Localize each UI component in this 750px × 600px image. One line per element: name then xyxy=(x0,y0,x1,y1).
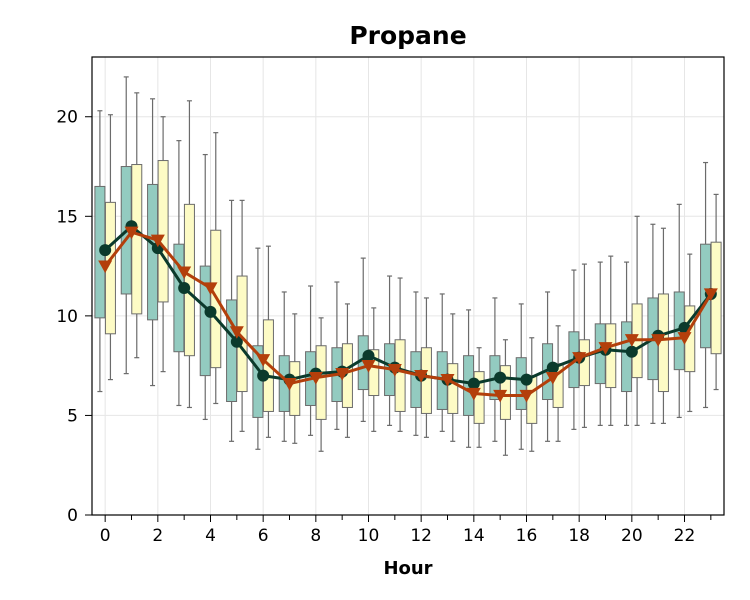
data-point-a xyxy=(494,371,507,384)
box-a xyxy=(173,243,185,353)
box-b xyxy=(552,363,564,408)
data-point-a xyxy=(362,349,375,362)
data-point-b xyxy=(493,389,508,403)
box-b xyxy=(289,361,301,416)
box-b xyxy=(157,160,169,303)
box-b xyxy=(368,349,380,397)
box-b xyxy=(131,164,143,315)
x-tick-label: 20 xyxy=(621,526,643,546)
x-tick-label: 4 xyxy=(205,526,216,546)
box-b xyxy=(394,339,406,412)
data-point-b xyxy=(282,377,297,391)
data-point-a xyxy=(520,373,533,386)
plot-area: 0 2 4 6 8 10 12 14 16 18 20 22 0 5 10 15 20 xyxy=(56,56,725,546)
y-tick-label: 10 xyxy=(56,307,78,327)
x-tick-label: 6 xyxy=(258,526,269,546)
data-point-b xyxy=(703,288,718,301)
chart-title: Propane xyxy=(349,21,466,50)
data-point-b xyxy=(519,389,534,403)
data-point-b xyxy=(440,373,455,387)
data-point-a xyxy=(178,281,191,294)
data-point-a xyxy=(625,345,638,358)
box-b xyxy=(315,345,327,420)
x-tick-label: 10 xyxy=(358,526,380,546)
data-point-b xyxy=(308,372,323,385)
data-point-b xyxy=(414,370,429,383)
y-tick-label: 0 xyxy=(67,506,78,526)
x-tick-label: 16 xyxy=(516,526,538,546)
data-point-b xyxy=(387,364,402,377)
x-tick-label: 12 xyxy=(410,526,432,546)
data-point-b xyxy=(229,326,244,339)
data-point-b xyxy=(572,352,587,365)
data-point-a xyxy=(204,305,217,318)
data-point-a xyxy=(99,244,112,257)
data-point-b xyxy=(150,234,165,248)
data-point-b xyxy=(124,226,139,240)
data-point-a xyxy=(467,377,480,390)
box-b xyxy=(605,323,617,389)
data-point-b xyxy=(256,354,271,367)
x-tick-label: 18 xyxy=(568,526,590,546)
data-point-b xyxy=(466,387,481,401)
x-tick-label: 8 xyxy=(310,526,321,546)
data-point-b xyxy=(177,266,192,280)
y-tick-label: 15 xyxy=(56,207,78,227)
box-b xyxy=(447,363,459,414)
box-b xyxy=(183,203,195,357)
x-tick-label: 2 xyxy=(152,526,163,546)
data-point-b xyxy=(677,332,692,345)
x-tick-label: 22 xyxy=(674,526,696,546)
data-point-b xyxy=(624,334,639,347)
x-tick-label: 0 xyxy=(100,526,111,546)
data-point-a xyxy=(230,335,243,348)
box-a xyxy=(199,265,211,377)
plot-frame xyxy=(91,56,725,516)
data-point-b xyxy=(598,342,613,355)
x-tick-label: 14 xyxy=(463,526,485,546)
data-point-b xyxy=(203,282,218,295)
data-point-b xyxy=(651,334,666,347)
y-tick-label: 5 xyxy=(67,406,78,426)
data-point-b xyxy=(545,372,560,385)
data-point-b xyxy=(98,260,113,274)
data-point-a xyxy=(257,369,270,382)
box-a xyxy=(226,299,238,402)
y-tick-label: 20 xyxy=(56,108,78,128)
data-point-b xyxy=(361,360,376,373)
data-point-b xyxy=(335,368,350,381)
data-point-a xyxy=(546,361,559,374)
x-axis-label: Hour xyxy=(383,558,432,579)
